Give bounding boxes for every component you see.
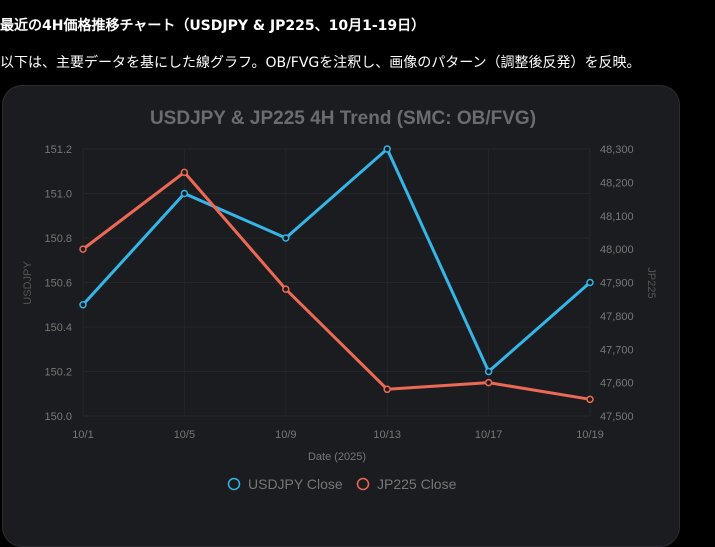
y2-tick-label: 48,300 [600,144,634,156]
data-point [180,168,189,177]
page-heading: 最近の4H価格推移チャート（USDJPY & JP225、10月1-19日） [0,18,426,34]
chart-title: USDJPY & JP225 4H Trend (SMC: OB/FVG) [150,108,536,129]
y2-tick-label: 47,800 [600,311,634,323]
y-axis-label: USDJPY [22,261,34,305]
data-point [79,301,87,309]
y2-tick-label: 48,200 [600,177,634,189]
y2-tick-label: 47,900 [600,278,634,290]
data-point [79,245,87,253]
x-tick-label: 10/9 [275,429,296,441]
data-point [383,385,391,394]
y-tick-label: 150.8 [44,233,72,245]
data-point [484,367,493,376]
y2-tick-label: 48,000 [600,244,634,256]
y-tick-label: 150.4 [44,322,72,334]
legend-marker [227,477,241,491]
y-tick-label: 151.0 [44,189,72,201]
data-point [180,189,189,198]
y-tick-label: 150.2 [44,367,72,379]
y2-tick-label: 47,700 [600,344,634,356]
data-point [282,285,290,293]
y2-tick-label: 47,600 [600,378,634,390]
line-chart: USDJPY & JP225 4H Trend (SMC: OB/FVG) 10… [22,108,657,492]
x-axis-label: Date (2025) [308,451,366,463]
y-tick-label: 150.0 [44,411,72,423]
series-line-0 [81,147,591,373]
y2-tick-label: 48,100 [600,211,634,223]
chart-card [2,85,680,547]
x-tick-label: 10/13 [373,429,401,441]
series-line-1 [82,170,591,401]
x-tick-label: 10/5 [174,429,195,441]
legend-label: JP225 Close [377,476,457,492]
data-point [383,145,391,153]
data-point [586,395,594,404]
description: 以下は、主要データを基にした線グラフ。OB/FVGを注釈し、画像のパターン（調整… [0,55,641,71]
x-tick-label: 10/1 [72,429,93,441]
data-point [282,234,290,242]
x-tick-label: 10/19 [576,429,604,441]
y2-tick-label: 47,500 [600,411,634,423]
legend-marker [356,477,370,491]
y-tick-label: 151.2 [44,144,72,156]
data-point [484,378,493,387]
x-tick-label: 10/17 [475,429,503,441]
y2-axis-label: JP225 [645,267,657,298]
legend-label: USDJPY Close [248,476,343,492]
y-tick-label: 150.6 [44,278,72,290]
data-point [586,278,594,287]
